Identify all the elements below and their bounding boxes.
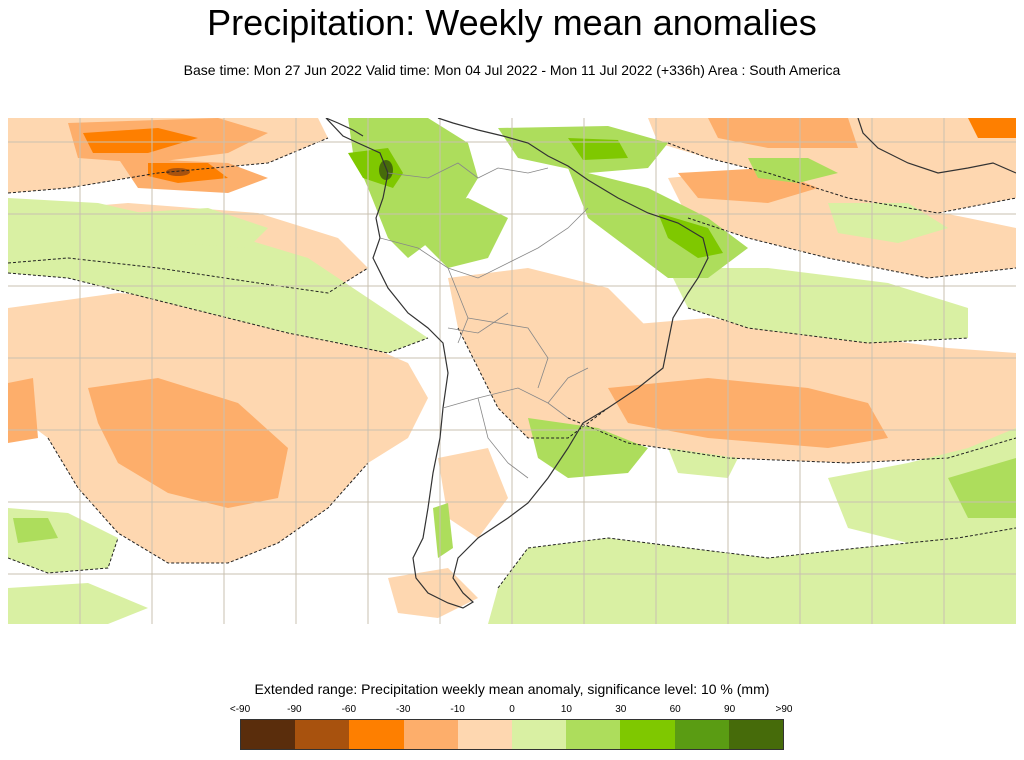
legend-color-bar — [240, 719, 784, 750]
legend-swatch — [403, 720, 458, 749]
country-borders — [379, 162, 589, 479]
legend-title: Extended range: Precipitation weekly mea… — [254, 681, 770, 697]
precipitation-anomaly-map — [8, 118, 1016, 624]
map-subtitle: Base time: Mon 27 Jun 2022 Valid time: M… — [183, 62, 841, 78]
legend-swatch — [566, 720, 621, 749]
legend-tick-label: -90 — [287, 704, 302, 715]
legend-swatch — [728, 720, 784, 749]
legend-tick-label: 90 — [724, 704, 736, 715]
map-title: Precipitation: Weekly mean anomalies — [207, 2, 817, 43]
legend-tick-labels: <-90 -90 -60 -30 -10 0 10 30 60 90 >90 — [215, 704, 809, 718]
legend-swatch — [457, 720, 513, 749]
central-america-coastline — [325, 118, 364, 137]
africa-coastline — [857, 118, 1016, 174]
legend-tick-label: >90 — [775, 704, 793, 715]
south-america-coastline — [325, 118, 709, 609]
legend-swatch — [512, 720, 567, 749]
legend-swatch — [349, 720, 404, 749]
legend-tick-label: 0 — [509, 704, 515, 715]
legend-swatch — [241, 720, 296, 749]
legend-tick-label: -10 — [450, 704, 465, 715]
wet-anomaly-core — [379, 160, 393, 180]
lat-lon-grid — [8, 118, 1016, 624]
dry-anomaly-core — [166, 168, 190, 176]
wet-anomaly-light-regions — [8, 198, 1016, 624]
legend-swatch — [674, 720, 729, 749]
legend-tick-label: <-90 — [229, 704, 251, 715]
legend-swatch — [295, 720, 350, 749]
legend-swatch — [620, 720, 675, 749]
legend-tick-label: 30 — [615, 704, 627, 715]
legend-tick-label: -30 — [395, 704, 411, 715]
legend-tick-label: -60 — [341, 704, 357, 715]
legend-tick-label: 10 — [560, 704, 572, 715]
legend-tick-label: 60 — [669, 704, 681, 715]
